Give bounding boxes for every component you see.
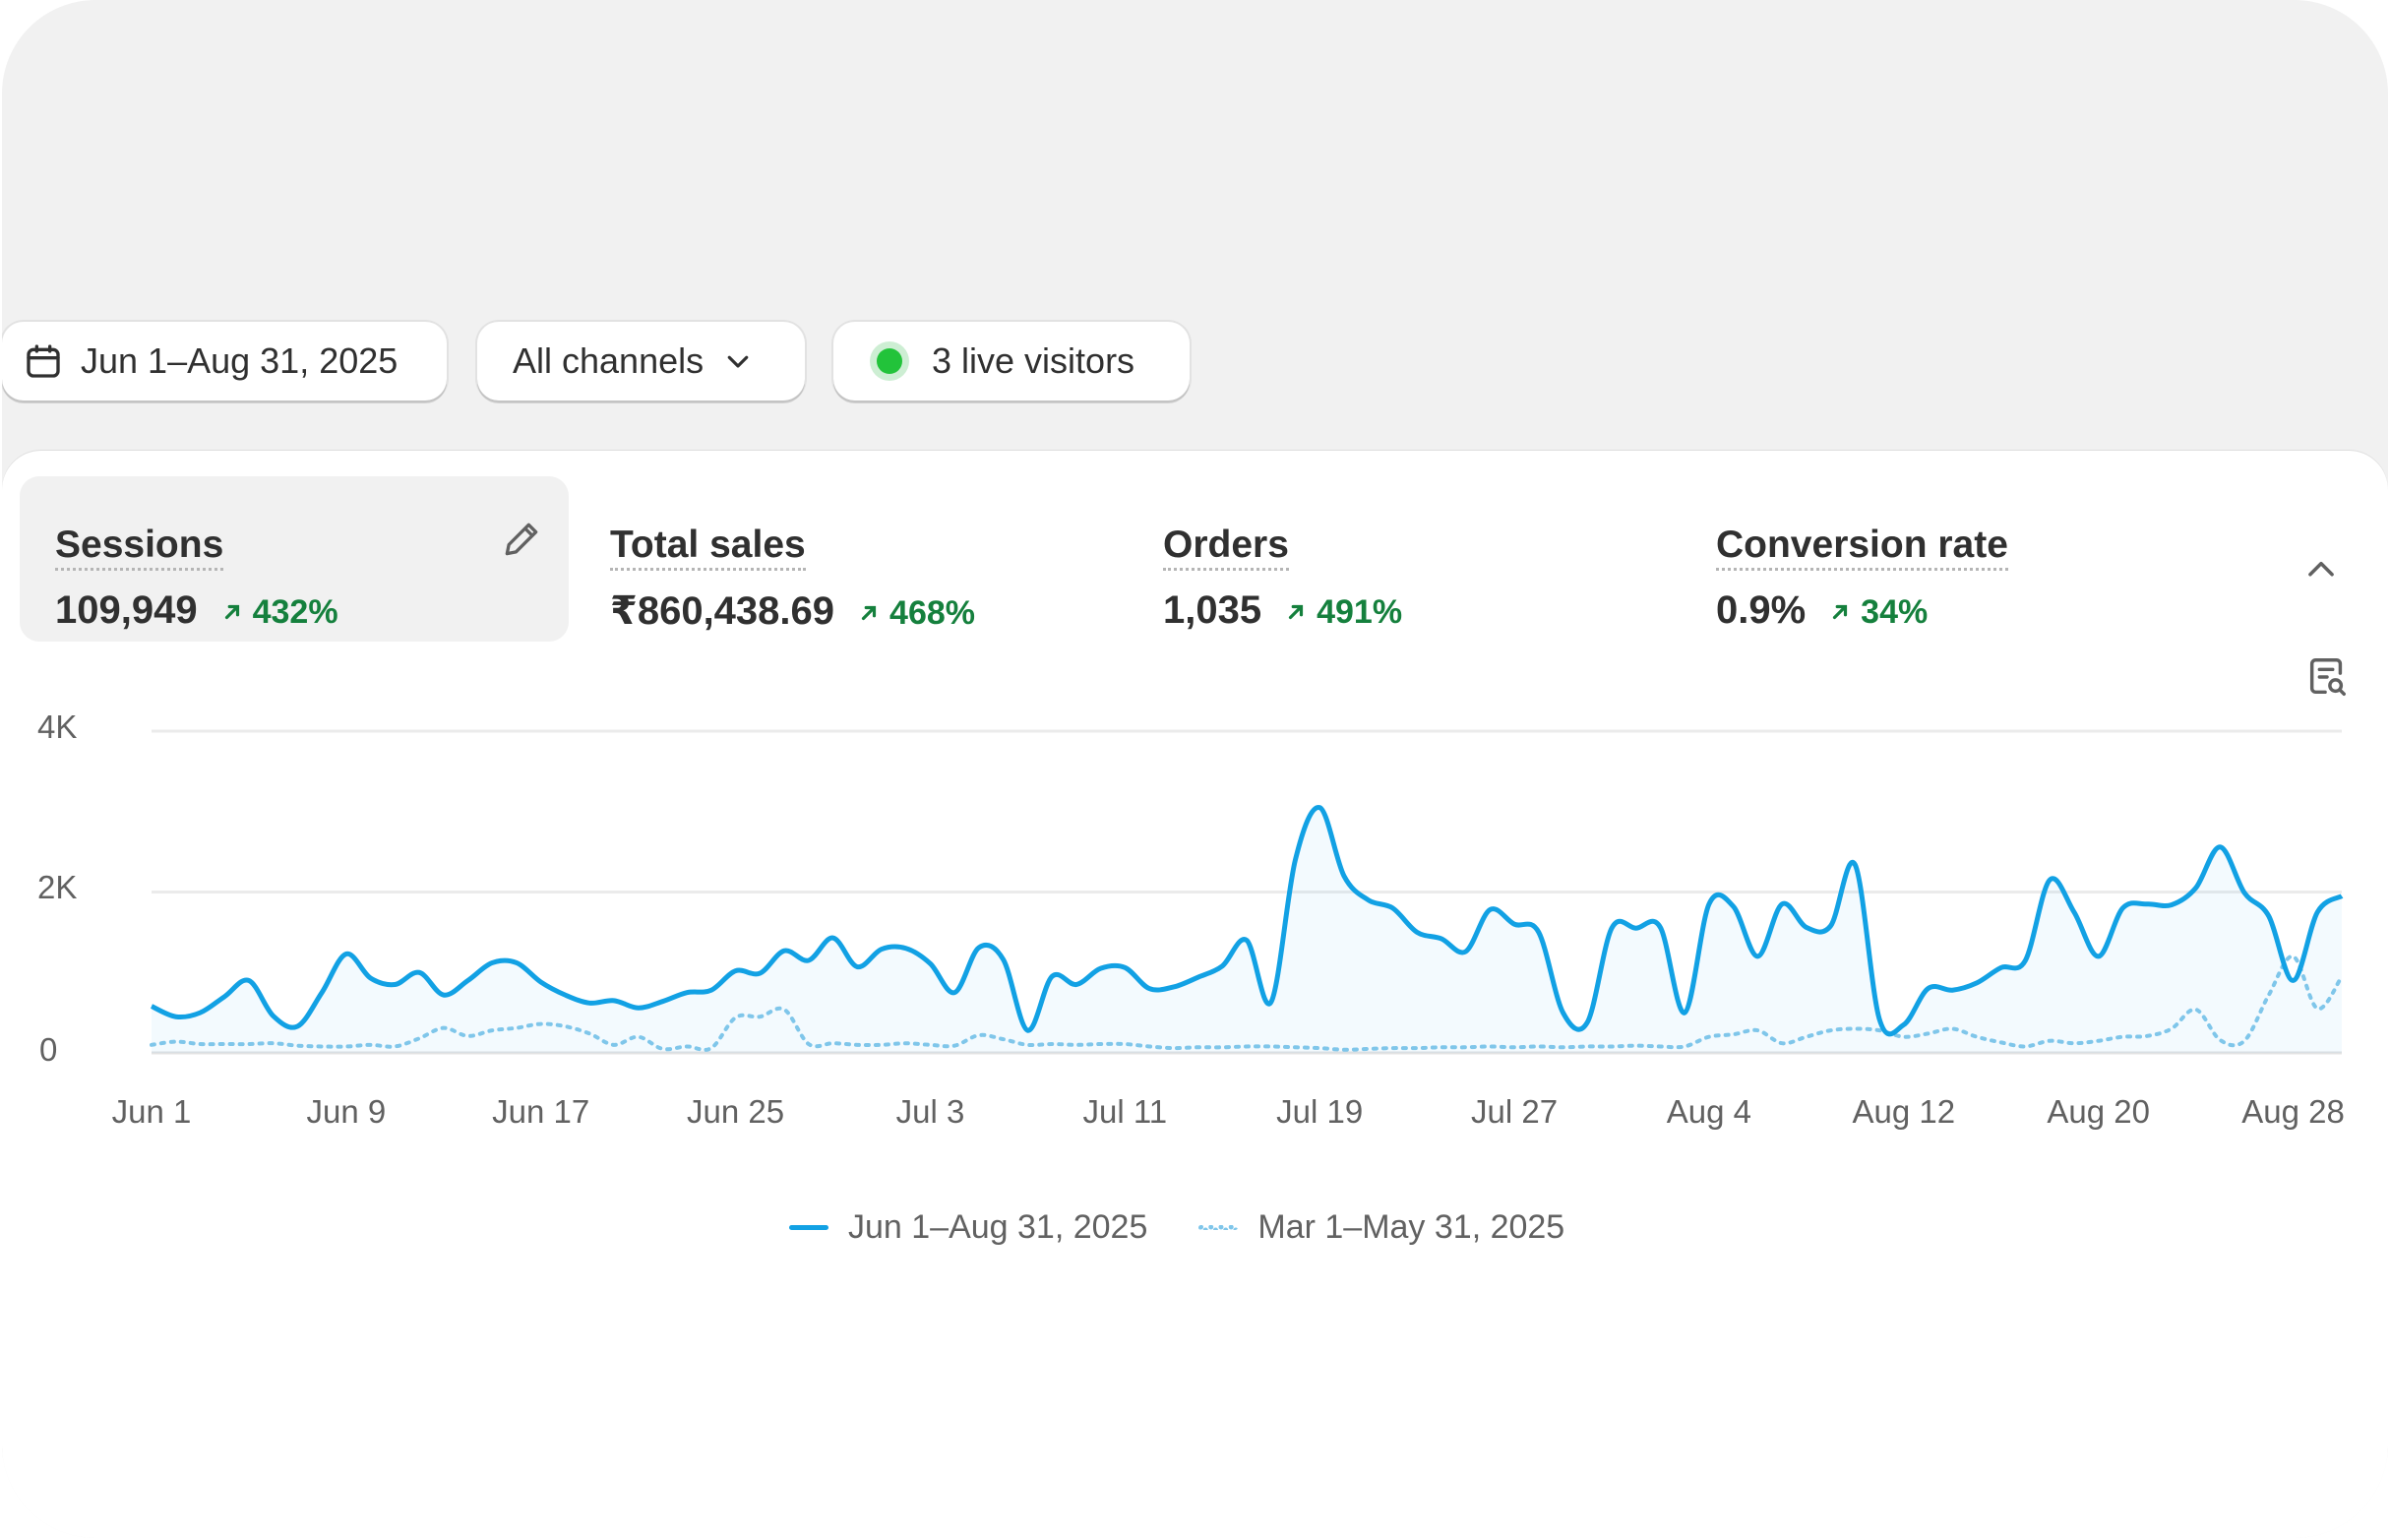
x-tick-label: Jun 17 <box>492 1093 590 1130</box>
arrow-up-right-icon <box>1289 604 1304 620</box>
metric-delta-value: 34% <box>1861 592 1929 631</box>
metric-value: 1,035 <box>1163 588 1262 632</box>
metric-label: Sessions <box>55 525 224 571</box>
metric-total-sales[interactable]: Total sales ₹860,438.69 468% <box>575 476 1126 642</box>
metric-delta: 491% <box>1285 593 1402 632</box>
calendar-icon <box>24 341 63 381</box>
metric-value-row: 1,035 491% <box>1163 588 1402 633</box>
chevron-down-icon <box>723 346 753 376</box>
metric-delta: 432% <box>221 593 338 632</box>
x-tick-label: Jun 1 <box>111 1093 192 1130</box>
x-tick-label: Jun 25 <box>687 1093 785 1130</box>
metric-value: 0.9% <box>1716 588 1807 632</box>
series-line-comparison <box>150 954 2344 1052</box>
x-tick-label: Aug 4 <box>1666 1093 1752 1130</box>
legend-label-current: Jun 1–Aug 31, 2025 <box>848 1208 1148 1246</box>
live-visitors-button[interactable]: 3 live visitors <box>833 322 1190 400</box>
legend-swatch-comparison <box>1198 1225 1239 1230</box>
series-line-current <box>150 805 2344 1037</box>
live-visitors-label: 3 live visitors <box>932 340 1135 381</box>
metric-value-row: 109,949 432% <box>55 588 338 633</box>
metric-value-row: ₹860,438.69 468% <box>610 588 975 634</box>
y-tick-label: 4K <box>37 708 78 745</box>
arrow-up-right-icon <box>1833 604 1848 620</box>
metric-delta-value: 468% <box>889 593 975 632</box>
analytics-card: Sessions 109,949 432% Total sales ₹860,4… <box>2 451 2388 1538</box>
y-tick-label: 2K <box>37 869 78 905</box>
channel-select-label: All channels <box>513 340 705 381</box>
x-tick-label: Jun 9 <box>306 1093 387 1130</box>
channel-select[interactable]: All channels <box>477 322 805 400</box>
x-tick-label: Aug 28 <box>2241 1093 2345 1130</box>
metric-value: 109,949 <box>55 588 198 632</box>
x-tick-label: Jul 27 <box>1471 1093 1559 1130</box>
y-tick-label: 0 <box>39 1031 58 1068</box>
x-tick-label: Jul 19 <box>1276 1093 1364 1130</box>
chart-legend: Jun 1–Aug 31, 2025 Mar 1–May 31, 2025 <box>789 1208 1564 1247</box>
x-tick-label: Aug 20 <box>2047 1093 2150 1130</box>
metric-delta-value: 432% <box>252 592 338 631</box>
metric-value-row: 0.9% 34% <box>1716 588 1928 633</box>
legend-label-comparison: Mar 1–May 31, 2025 <box>1257 1208 1565 1246</box>
chevron-up-icon[interactable] <box>2302 551 2340 593</box>
date-range-button[interactable]: Jun 1–Aug 31, 2025 <box>2 322 447 400</box>
arrow-up-right-icon <box>224 604 239 620</box>
x-tick-label: Aug 12 <box>1852 1093 1956 1130</box>
metric-delta: 468% <box>858 594 975 633</box>
series-area-current <box>152 807 2342 1053</box>
arrow-up-right-icon <box>861 605 877 621</box>
sessions-chart <box>150 729 2344 1055</box>
metric-sessions[interactable]: Sessions 109,949 432% <box>20 476 569 642</box>
date-range-label: Jun 1–Aug 31, 2025 <box>81 340 398 381</box>
metric-label: Orders <box>1163 525 1289 571</box>
metric-conversion-rate[interactable]: Conversion rate 0.9% 34% <box>1681 476 2232 642</box>
pencil-icon[interactable] <box>500 518 543 566</box>
x-tick-label: Jul 3 <box>895 1093 965 1130</box>
metric-label: Total sales <box>610 525 806 571</box>
legend-swatch-current <box>789 1225 828 1230</box>
metric-orders[interactable]: Orders 1,035 491% <box>1128 476 1679 642</box>
x-tick-label: Jul 11 <box>1082 1093 1168 1130</box>
report-search-icon[interactable] <box>2304 654 2350 705</box>
metric-label: Conversion rate <box>1716 525 2008 571</box>
live-dot-icon <box>877 348 902 374</box>
metric-value: ₹860,438.69 <box>610 589 835 633</box>
metric-delta-value: 491% <box>1317 592 1403 631</box>
metric-delta: 34% <box>1829 593 1928 632</box>
